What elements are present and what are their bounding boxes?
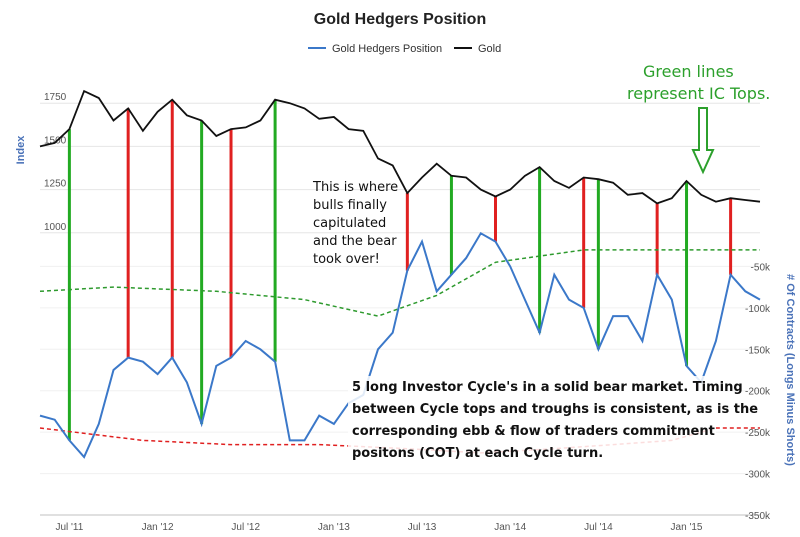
- cycle-note-line1: 5 long Investor Cycle's in a solid bear …: [352, 380, 743, 395]
- bulls-note-line5: took over!: [313, 252, 380, 267]
- right-tick-label-3: -200k: [745, 387, 771, 398]
- hedgers-series-line: [39, 231, 761, 459]
- x-tick-label-6: Jul '14: [584, 522, 613, 533]
- cycle-note-line4: positons (COT) at each Cycle turn.: [352, 446, 603, 461]
- x-tick-label-5: Jan '14: [494, 522, 526, 533]
- bulls-note-line1: This is where: [312, 180, 398, 195]
- x-tick-label-0: Jul '11: [55, 522, 83, 533]
- cycle-note-line3: corresponding ebb & flow of traders comm…: [352, 424, 715, 439]
- left-tick-label-0: 1000: [44, 222, 67, 233]
- x-axis-ticks: Jul '11 Jan '12 Jul '12 Jan '13 Jul '13 Jan '…: [55, 522, 702, 533]
- bulls-note: This is where bulls finally capitulated …: [312, 180, 398, 267]
- left-axis-title: Index: [15, 135, 27, 165]
- left-axis-ticks: 1000 1250 1500 1750: [44, 92, 67, 233]
- x-tick-label-4: Jul '13: [408, 522, 437, 533]
- left-tick-label-3: 1750: [44, 92, 67, 103]
- x-tick-label-1: Jan '12: [142, 522, 174, 533]
- right-axis-title: # Of Contracts (Longs Minus Shorts): [784, 274, 796, 466]
- bulls-note-line2: bulls finally: [313, 198, 387, 213]
- right-tick-label-0: -50k: [751, 262, 771, 273]
- cycle-note-line2: between Cycle tops and troughs is consis…: [352, 402, 758, 417]
- right-tick-label-1: -100k: [745, 304, 771, 315]
- x-tick-label-2: Jul '12: [231, 522, 260, 533]
- gold-series-line: [39, 89, 761, 205]
- legend-gold-label[interactable]: Gold: [478, 43, 501, 55]
- cycle-note-background: [348, 376, 716, 460]
- right-axis-ticks: -50k -100k -150k -200k -250k -300k -350k: [745, 262, 771, 522]
- green-dashed-line: [39, 249, 760, 317]
- right-tick-label-6: -350k: [745, 511, 771, 522]
- right-tick-label-2: -150k: [745, 345, 771, 356]
- grid: [40, 102, 760, 516]
- legend-hedgers-label[interactable]: Gold Hedgers Position: [332, 43, 442, 55]
- right-tick-label-4: -250k: [745, 428, 771, 439]
- green-lines-note: Green lines represent IC Tops.: [627, 62, 770, 175]
- green-note-line2: represent IC Tops.: [627, 84, 770, 103]
- chart-title: Gold Hedgers Position: [314, 11, 486, 28]
- bulls-note-line4: and the bear: [313, 234, 397, 249]
- green-note-line1: Green lines: [643, 62, 734, 81]
- legend: Gold Hedgers Position Gold: [308, 43, 501, 55]
- cycle-note: 5 long Investor Cycle's in a solid bear …: [348, 376, 758, 461]
- right-tick-label-5: -300k: [745, 470, 771, 481]
- x-tick-label-7: Jan '15: [671, 522, 703, 533]
- down-arrow-icon: [691, 107, 715, 175]
- left-tick-label-2: 1500: [44, 135, 67, 146]
- x-tick-label-3: Jan '13: [318, 522, 350, 533]
- cycle-marker-lines: [67, 99, 733, 441]
- left-tick-label-1: 1250: [44, 179, 67, 190]
- bulls-note-line3: capitulated: [313, 216, 386, 231]
